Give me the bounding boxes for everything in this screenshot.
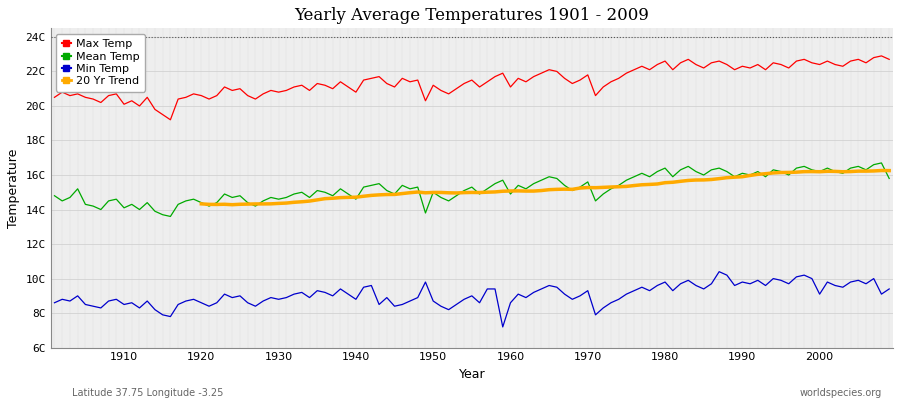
- Text: Latitude 37.75 Longitude -3.25: Latitude 37.75 Longitude -3.25: [72, 388, 223, 398]
- Legend: Max Temp, Mean Temp, Min Temp, 20 Yr Trend: Max Temp, Mean Temp, Min Temp, 20 Yr Tre…: [56, 34, 145, 92]
- Text: worldspecies.org: worldspecies.org: [800, 388, 882, 398]
- Title: Yearly Average Temperatures 1901 - 2009: Yearly Average Temperatures 1901 - 2009: [294, 7, 649, 24]
- X-axis label: Year: Year: [458, 368, 485, 381]
- Y-axis label: Temperature: Temperature: [7, 148, 20, 228]
